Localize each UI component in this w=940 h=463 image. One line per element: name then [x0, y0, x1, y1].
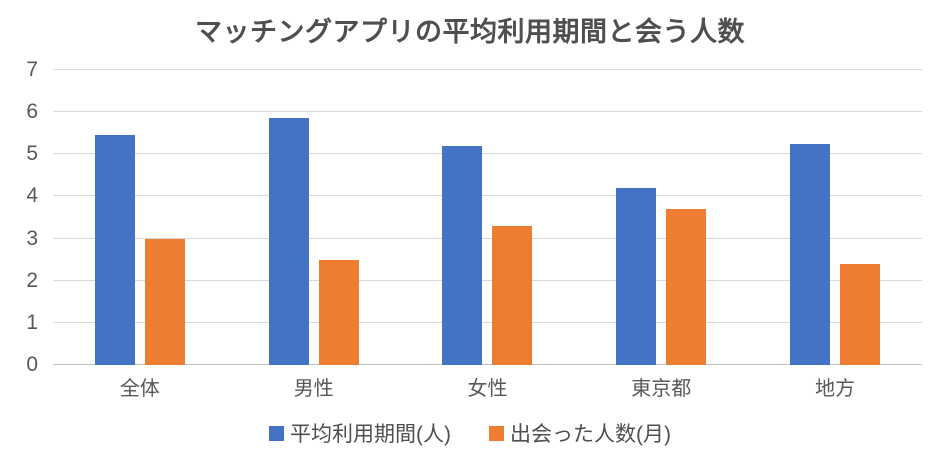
bar-group-4: [748, 70, 922, 365]
bar-series-1-cat-1: [318, 259, 359, 365]
gridline: [53, 195, 922, 197]
bar-group-3: [574, 70, 748, 365]
gridline: [53, 237, 922, 239]
bar-series-0-cat-1: [268, 118, 309, 365]
gridline: [53, 321, 922, 323]
x-axis: 全体 男性 女性 東京都 地方: [53, 372, 922, 400]
y-tick-label: 1: [26, 310, 38, 334]
legend-label-1: 出会った人数(月): [510, 423, 671, 446]
bar-group-2: [401, 70, 575, 365]
x-category-label-0: 全体: [119, 378, 160, 400]
bar-series-1-cat-0: [144, 238, 185, 365]
y-tick-label: 5: [26, 142, 38, 166]
y-tick-label: 4: [26, 184, 38, 208]
legend-swatch-icon: [269, 425, 284, 441]
y-axis: 0 1 2 3 4 5 6 7: [0, 58, 40, 376]
gridline: [53, 111, 922, 113]
legend: 平均利用期間(人) 出会った人数(月): [0, 418, 940, 448]
x-category-label-4: 地方: [815, 378, 856, 400]
bar-series-0-cat-2: [442, 145, 483, 365]
x-axis-line: [53, 364, 922, 365]
bar-series-0-cat-0: [94, 135, 135, 365]
bar-series-0-cat-4: [790, 143, 831, 365]
chart-title: マッチングアプリの平均利用期間と会う人数: [195, 17, 745, 47]
x-category-label-3: 東京都: [631, 378, 692, 400]
gridline: [53, 153, 922, 155]
y-tick-label: 3: [26, 226, 38, 250]
bar-series-1-cat-4: [840, 263, 881, 365]
legend-label-0: 平均利用期間(人): [290, 423, 451, 446]
gridline: [53, 279, 922, 281]
legend-item-0: 平均利用期間(人): [269, 418, 451, 448]
y-tick-label: 7: [26, 58, 38, 81]
bar-series-1-cat-3: [666, 209, 707, 365]
legend-item-1: 出会った人数(月): [489, 418, 671, 448]
bar-group-1: [227, 70, 401, 365]
x-category-label-1: 男性: [293, 378, 334, 400]
plot-area: [53, 69, 922, 365]
x-category-label-2: 女性: [467, 378, 508, 400]
bar-series-0-cat-3: [616, 188, 657, 365]
y-tick-label: 2: [26, 268, 38, 292]
gridline: [53, 69, 922, 70]
legend-swatch-icon: [489, 425, 504, 441]
bar-group-0: [53, 70, 227, 365]
bar-series-1-cat-2: [492, 225, 533, 365]
y-tick-label: 0: [26, 353, 38, 376]
y-tick-label: 6: [26, 100, 38, 124]
